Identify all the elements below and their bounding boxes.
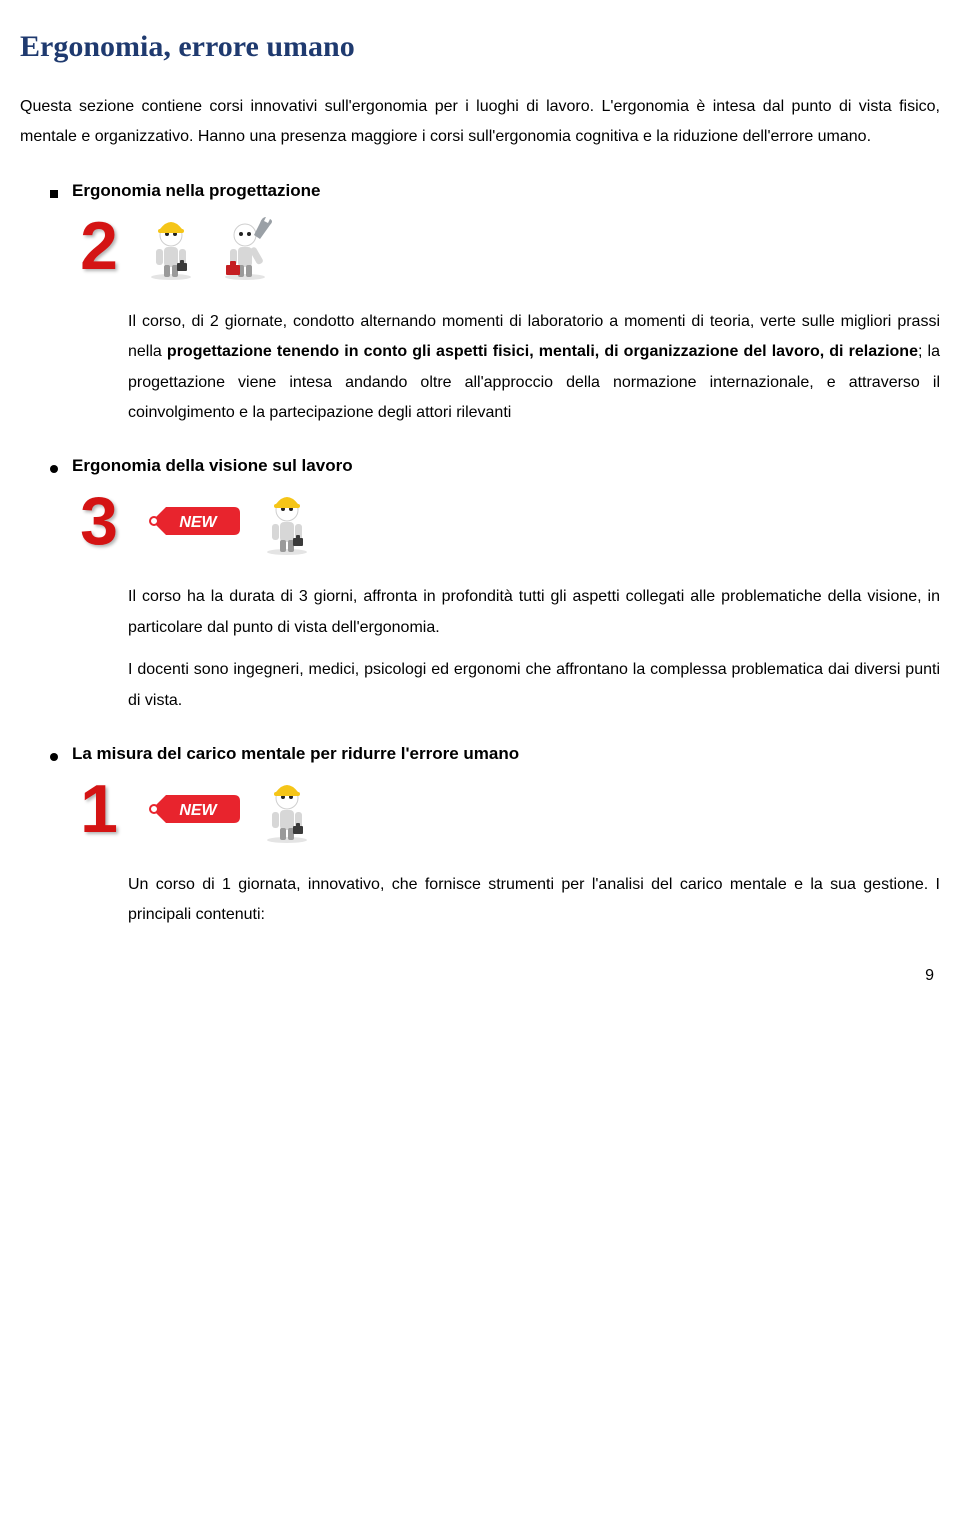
section-title: Ergonomia nella progettazione <box>72 181 320 201</box>
section-title: Ergonomia della visione sul lavoro <box>72 456 353 476</box>
intro-paragraph: Questa sezione contiene corsi innovativi… <box>20 92 940 153</box>
bold-span: progettazione tenendo in conto gli aspet… <box>167 343 918 360</box>
duration-digit: 2 <box>72 207 124 285</box>
section-body: Un corso di 1 giornata, innovativo, che … <box>128 870 940 931</box>
bullet-dot-icon <box>50 753 58 761</box>
section-paragraph: Il corso, di 2 giornate, condotto altern… <box>128 307 940 429</box>
avatar-hardhat-icon <box>144 211 198 281</box>
avatar-hardhat-icon <box>260 486 314 556</box>
section-icon-row: 3 <box>72 482 940 560</box>
section-body: Il corso ha la durata di 3 giorni, affro… <box>128 582 940 716</box>
avatar-wrench-icon <box>218 211 272 281</box>
page-title: Ergonomia, errore umano <box>20 30 940 64</box>
section-paragraph: Un corso di 1 giornata, innovativo, che … <box>128 870 940 931</box>
duration-digit: 1 <box>72 770 124 848</box>
new-tag-icon <box>144 501 240 541</box>
text-span: Il corso ha la durata di 3 giorni, affro… <box>128 588 940 635</box>
text-span: Un corso di 1 giornata, innovativo, che … <box>128 876 940 923</box>
section-paragraph: I docenti sono ingegneri, medici, psicol… <box>128 655 940 716</box>
bullet-square-icon <box>50 190 58 198</box>
section-header: La misura del carico mentale per ridurre… <box>50 744 940 764</box>
section-paragraph: Il corso ha la durata di 3 giorni, affro… <box>128 582 940 643</box>
intro-block: Questa sezione contiene corsi innovativi… <box>20 92 940 153</box>
section-header: Ergonomia nella progettazione <box>50 181 940 201</box>
avatar-hardhat-icon <box>260 774 314 844</box>
section-header: Ergonomia della visione sul lavoro <box>50 456 940 476</box>
section-title: La misura del carico mentale per ridurre… <box>72 744 519 764</box>
new-tag-icon <box>144 789 240 829</box>
section-icon-row: 1 <box>72 770 940 848</box>
section-icon-row: 2 <box>72 207 940 285</box>
bullet-dot-icon <box>50 465 58 473</box>
page-number: 9 <box>20 967 940 985</box>
section-body: Il corso, di 2 giornate, condotto altern… <box>128 307 940 429</box>
text-span: I docenti sono ingegneri, medici, psicol… <box>128 661 940 708</box>
duration-digit: 3 <box>72 482 124 560</box>
